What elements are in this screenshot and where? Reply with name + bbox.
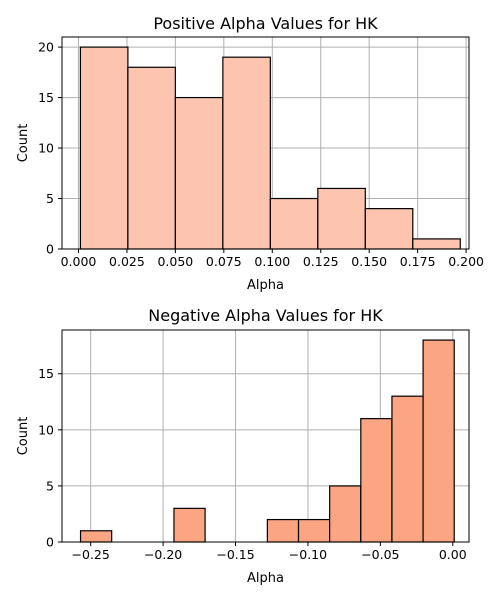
histogram-bar	[422, 339, 455, 543]
y-tick-label: 15	[38, 90, 54, 105]
histogram-bar	[412, 238, 461, 250]
axes-frame	[61, 329, 470, 543]
y-tick-label: 15	[38, 366, 54, 381]
y-axis-label: Count	[16, 417, 31, 456]
histogram-bar	[269, 197, 319, 250]
histogram-bar	[317, 187, 366, 250]
axes-frame	[61, 36, 470, 250]
x-tick-label: 0.025	[109, 254, 145, 269]
x-tick-label: 0.200	[448, 254, 484, 269]
histogram-bar	[360, 418, 393, 543]
chart-title: Negative Alpha Values for HK	[148, 306, 383, 325]
histogram-bar	[364, 208, 414, 250]
histogram-bar	[297, 518, 331, 543]
x-axis-label: Alpha	[247, 571, 284, 586]
y-axis-label: Count	[16, 124, 31, 163]
y-tick-label: 5	[46, 191, 54, 206]
x-axis-ticks: −0.25 −0.20 −0.15 −0.10 −0.05 0.00	[72, 542, 467, 562]
histogram-bar	[266, 518, 300, 543]
histogram-bar	[174, 96, 224, 250]
y-tick-label: 10	[38, 422, 54, 437]
x-tick-label: 0.175	[400, 254, 436, 269]
negative-alpha-chart: Negative Alpha Values for HK −0.25 −0.20−…	[16, 306, 470, 586]
histogram-bar	[222, 56, 271, 250]
positive-alpha-chart: Positive Alpha Values for HK 0.000 0.025 0…	[16, 14, 484, 293]
chart-title: Positive Alpha Values for HK	[153, 14, 378, 33]
x-tick-label: 0.050	[157, 254, 193, 269]
y-tick-label: 10	[38, 141, 54, 156]
x-tick-label: 0.00	[439, 547, 467, 562]
y-tick-label: 5	[46, 478, 54, 493]
histogram-bar	[391, 395, 424, 543]
y-tick-label: 0	[46, 535, 54, 550]
y-tick-label: 20	[38, 40, 54, 55]
x-axis-ticks: 0.000 0.025 0.050 0.075 0.100 0.125 0.150 0.175…	[61, 249, 484, 269]
y-axis-ticks: 0 5 10 15	[38, 366, 62, 550]
x-tick-label: 0.075	[206, 254, 242, 269]
histogram-bar	[127, 66, 176, 250]
histogram-bar	[79, 530, 113, 543]
x-tick-label: 0.150	[351, 254, 387, 269]
x-axis-label: Alpha	[247, 278, 284, 293]
x-tick-label: 0.100	[254, 254, 290, 269]
y-tick-label: 0	[46, 242, 54, 257]
y-axis-ticks: 0 5 10 15 20	[38, 40, 62, 257]
x-tick-label: −0.05	[361, 547, 399, 562]
x-tick-label: −0.20	[144, 547, 182, 562]
x-tick-label: 0.000	[61, 254, 97, 269]
x-tick-label: −0.10	[289, 547, 327, 562]
histogram-bar	[79, 46, 129, 250]
histogram-bar	[329, 485, 362, 543]
x-tick-label: 0.125	[303, 254, 339, 269]
x-tick-label: −0.25	[72, 547, 110, 562]
x-tick-label: −0.15	[216, 547, 254, 562]
histogram-bar	[173, 507, 206, 543]
